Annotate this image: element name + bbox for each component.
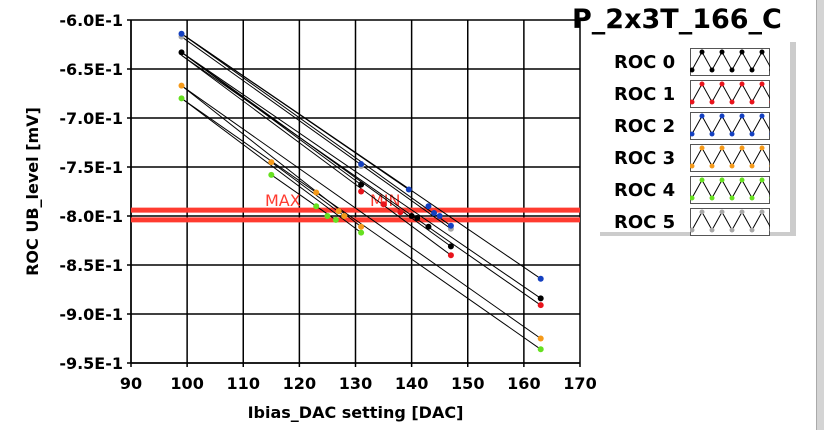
data-point xyxy=(324,213,331,219)
series-line xyxy=(181,85,362,228)
legend-item: ROC 4 xyxy=(600,174,790,206)
x-axis-label: Ibias_DAC setting [DAC] xyxy=(248,403,464,422)
data-point xyxy=(178,95,185,102)
data-point xyxy=(341,213,348,219)
data-point xyxy=(358,181,365,188)
x-tick-label: 160 xyxy=(507,374,540,393)
series-line xyxy=(181,51,452,247)
data-point xyxy=(313,189,320,196)
series-line xyxy=(181,36,452,230)
data-point xyxy=(178,30,185,37)
series-line xyxy=(181,51,541,299)
legend-label: ROC 5 xyxy=(614,212,676,233)
legend-label: ROC 2 xyxy=(614,116,676,137)
legend-label: ROC 0 xyxy=(614,52,676,73)
legend-swatch xyxy=(690,176,770,204)
legend-swatch xyxy=(690,80,770,108)
y-tick-label: -8.0E-1 xyxy=(59,207,123,226)
x-tick-label: 140 xyxy=(395,374,428,393)
data-point xyxy=(397,209,404,216)
x-tick-label: 150 xyxy=(451,374,484,393)
series-line xyxy=(181,85,542,339)
data-point xyxy=(178,49,185,56)
data-point xyxy=(178,82,185,89)
data-point xyxy=(358,229,365,236)
data-point xyxy=(436,213,443,219)
y-tick-label: -8.5E-1 xyxy=(59,256,123,275)
data-point xyxy=(447,222,454,229)
legend-item: ROC 2 xyxy=(600,110,790,142)
y-tick-label: -7.5E-1 xyxy=(59,158,123,177)
series-line xyxy=(181,33,452,227)
y-tick-label: -6.0E-1 xyxy=(59,11,123,30)
series-line xyxy=(271,161,345,217)
data-point xyxy=(335,208,342,215)
series-line xyxy=(181,54,541,306)
legend-swatch xyxy=(690,112,770,140)
legend-item: ROC 1 xyxy=(600,78,790,110)
legend-swatch xyxy=(690,48,770,76)
legend-item: ROC 3 xyxy=(600,142,790,174)
legend-label: ROC 4 xyxy=(614,180,676,201)
legend-item: ROC 0 xyxy=(600,46,790,78)
data-point xyxy=(447,252,454,259)
y-tick-label: -7.0E-1 xyxy=(59,109,123,128)
legend-item: ROC 5 xyxy=(600,206,790,238)
data-point xyxy=(425,223,432,230)
data-point xyxy=(447,243,454,250)
data-point xyxy=(537,275,544,282)
legend-swatch xyxy=(690,144,770,172)
data-point xyxy=(268,171,275,178)
x-tick-label: 90 xyxy=(120,374,142,393)
series-line xyxy=(181,54,452,256)
x-tick-label: 110 xyxy=(227,374,260,393)
legend-label: ROC 3 xyxy=(614,148,676,169)
data-point xyxy=(268,159,275,166)
data-point xyxy=(405,186,412,193)
legend: ROC 0 ROC 1 ROC 2 ROC 3 ROC 4 ROC 5 xyxy=(600,42,796,236)
series-line xyxy=(181,51,362,186)
x-tick-label: 170 xyxy=(563,374,596,393)
x-tick-label: 130 xyxy=(339,374,372,393)
data-point xyxy=(425,203,432,210)
x-tick-label: 120 xyxy=(283,374,316,393)
data-point xyxy=(358,223,365,230)
reference-label-max: MAX xyxy=(265,191,301,210)
legend-swatch xyxy=(690,208,770,236)
chart-title: P_2x3T_166_C xyxy=(572,4,782,35)
legend-label: ROC 1 xyxy=(614,84,676,105)
data-point xyxy=(537,346,544,353)
data-point xyxy=(537,302,544,309)
y-tick-label: -6.5E-1 xyxy=(59,60,123,79)
data-point xyxy=(358,188,365,195)
data-point xyxy=(537,335,544,342)
data-point xyxy=(414,214,421,221)
data-point xyxy=(408,213,415,219)
scrollbar[interactable] xyxy=(816,0,824,430)
y-tick-label: -9.5E-1 xyxy=(59,354,123,373)
series-line xyxy=(181,33,410,190)
series-line xyxy=(181,97,362,234)
data-point xyxy=(313,203,320,210)
data-point xyxy=(431,210,438,217)
series-line xyxy=(271,174,337,221)
data-point xyxy=(358,161,365,168)
x-tick-label: 100 xyxy=(170,374,203,393)
y-tick-label: -9.0E-1 xyxy=(59,305,123,324)
data-point xyxy=(537,295,544,302)
y-axis-label: ROC UB_level [mV] xyxy=(23,107,42,276)
data-point xyxy=(380,201,387,208)
data-point xyxy=(332,216,339,223)
